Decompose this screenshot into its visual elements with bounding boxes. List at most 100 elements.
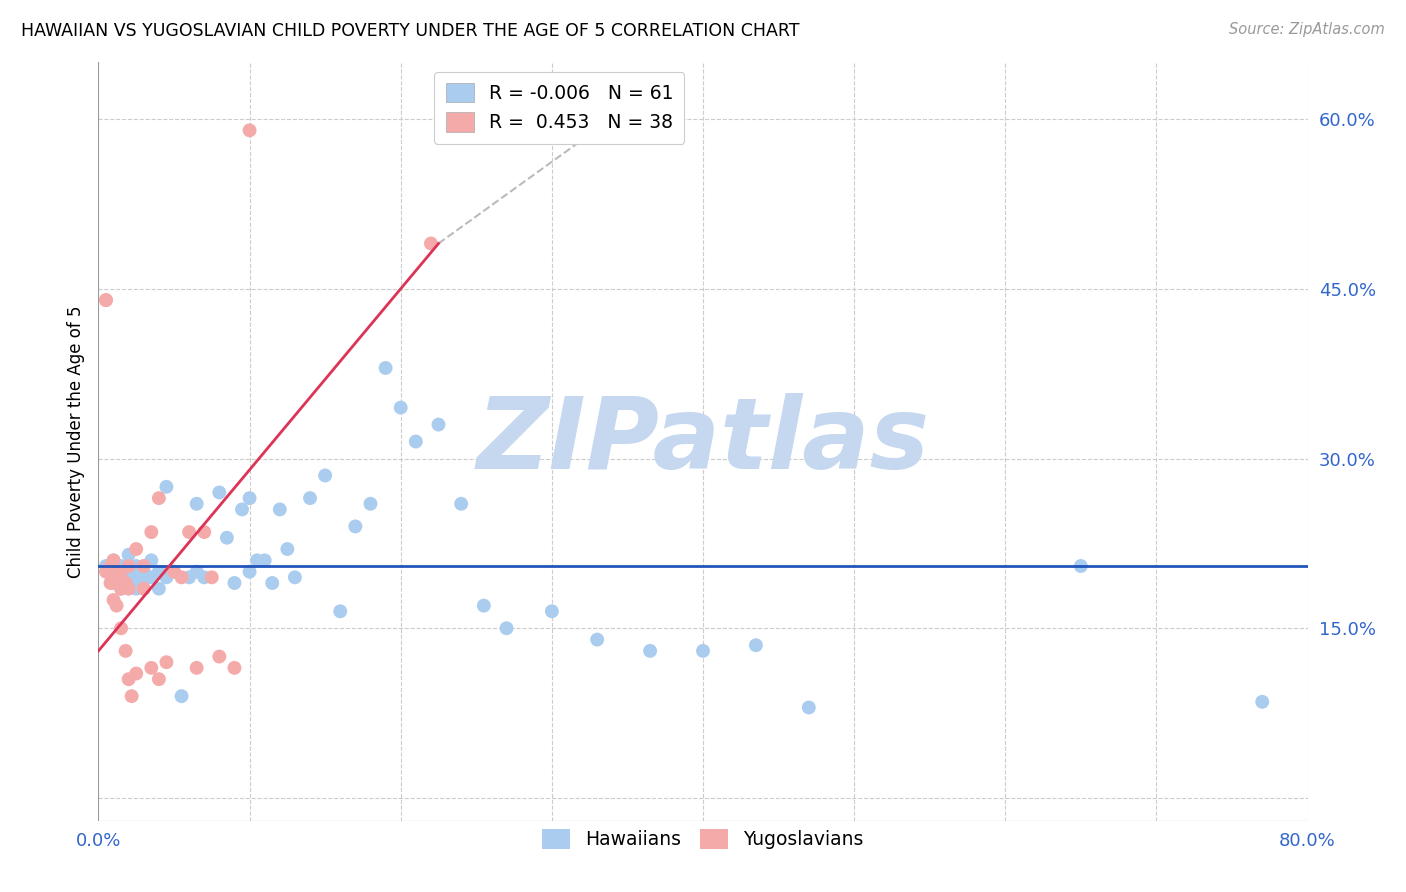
Point	[94, 565, 117, 579]
Point	[100, 576, 122, 591]
Point	[118, 565, 141, 579]
Point	[1070, 559, 1092, 574]
Point	[118, 548, 141, 562]
Point	[186, 497, 208, 511]
Point	[208, 485, 231, 500]
Point	[114, 644, 136, 658]
Point	[132, 570, 155, 584]
Point	[118, 559, 141, 574]
Point	[163, 565, 186, 579]
Point	[132, 559, 155, 574]
Point	[246, 553, 269, 567]
Point	[495, 621, 517, 635]
Point	[118, 570, 141, 584]
Point	[125, 570, 148, 584]
Point	[427, 417, 450, 432]
Point	[472, 599, 495, 613]
Point	[121, 689, 143, 703]
Point	[155, 570, 177, 584]
Point	[239, 491, 262, 505]
Point	[201, 570, 224, 584]
Point	[186, 565, 208, 579]
Point	[141, 524, 163, 539]
Point	[148, 672, 170, 686]
Point	[360, 497, 382, 511]
Point	[110, 559, 132, 574]
Point	[132, 559, 155, 574]
Point	[389, 401, 412, 415]
Point	[125, 559, 148, 574]
Point	[94, 293, 117, 307]
Point	[638, 644, 661, 658]
Point	[208, 649, 231, 664]
Point	[586, 632, 609, 647]
Point	[269, 502, 291, 516]
Point	[125, 542, 148, 557]
Point	[193, 524, 215, 539]
Point	[224, 576, 246, 591]
Point	[103, 553, 125, 567]
Legend: Hawaiians, Yugoslavians: Hawaiians, Yugoslavians	[534, 822, 872, 856]
Point	[163, 565, 186, 579]
Point	[299, 491, 322, 505]
Point	[745, 638, 768, 652]
Point	[148, 565, 170, 579]
Point	[179, 524, 201, 539]
Point	[314, 468, 336, 483]
Point	[103, 565, 125, 579]
Point	[186, 661, 208, 675]
Text: HAWAIIAN VS YUGOSLAVIAN CHILD POVERTY UNDER THE AGE OF 5 CORRELATION CHART: HAWAIIAN VS YUGOSLAVIAN CHILD POVERTY UN…	[21, 22, 800, 40]
Point	[141, 661, 163, 675]
Point	[125, 666, 148, 681]
Point	[405, 434, 427, 449]
Point	[118, 672, 141, 686]
Point	[118, 582, 141, 596]
Point	[114, 576, 136, 591]
Point	[110, 582, 132, 596]
Point	[253, 553, 276, 567]
Point	[148, 582, 170, 596]
Point	[215, 531, 238, 545]
Point	[110, 570, 132, 584]
Point	[170, 570, 193, 584]
Point	[141, 570, 163, 584]
Point	[692, 644, 714, 658]
Point	[344, 519, 367, 533]
Point	[239, 565, 262, 579]
Point	[125, 582, 148, 596]
Point	[231, 502, 253, 516]
Point	[155, 655, 177, 669]
Point	[450, 497, 472, 511]
Point	[103, 553, 125, 567]
Point	[125, 565, 148, 579]
Point	[132, 565, 155, 579]
Point	[132, 582, 155, 596]
Point	[132, 582, 155, 596]
Point	[1251, 695, 1274, 709]
Text: ZIPatlas: ZIPatlas	[477, 393, 929, 490]
Point	[193, 570, 215, 584]
Point	[103, 593, 125, 607]
Point	[94, 293, 117, 307]
Point	[540, 604, 562, 618]
Point	[103, 576, 125, 591]
Point	[374, 361, 396, 376]
Point	[100, 559, 122, 574]
Point	[105, 599, 128, 613]
Point	[155, 480, 177, 494]
Point	[797, 700, 820, 714]
Y-axis label: Child Poverty Under the Age of 5: Child Poverty Under the Age of 5	[66, 305, 84, 578]
Point	[94, 559, 117, 574]
Point	[148, 491, 170, 505]
Point	[110, 621, 132, 635]
Point	[224, 661, 246, 675]
Point	[284, 570, 307, 584]
Point	[262, 576, 284, 591]
Text: Source: ZipAtlas.com: Source: ZipAtlas.com	[1229, 22, 1385, 37]
Point	[110, 582, 132, 596]
Point	[105, 570, 128, 584]
Point	[276, 542, 298, 557]
Point	[420, 236, 443, 251]
Point	[329, 604, 352, 618]
Point	[179, 570, 201, 584]
